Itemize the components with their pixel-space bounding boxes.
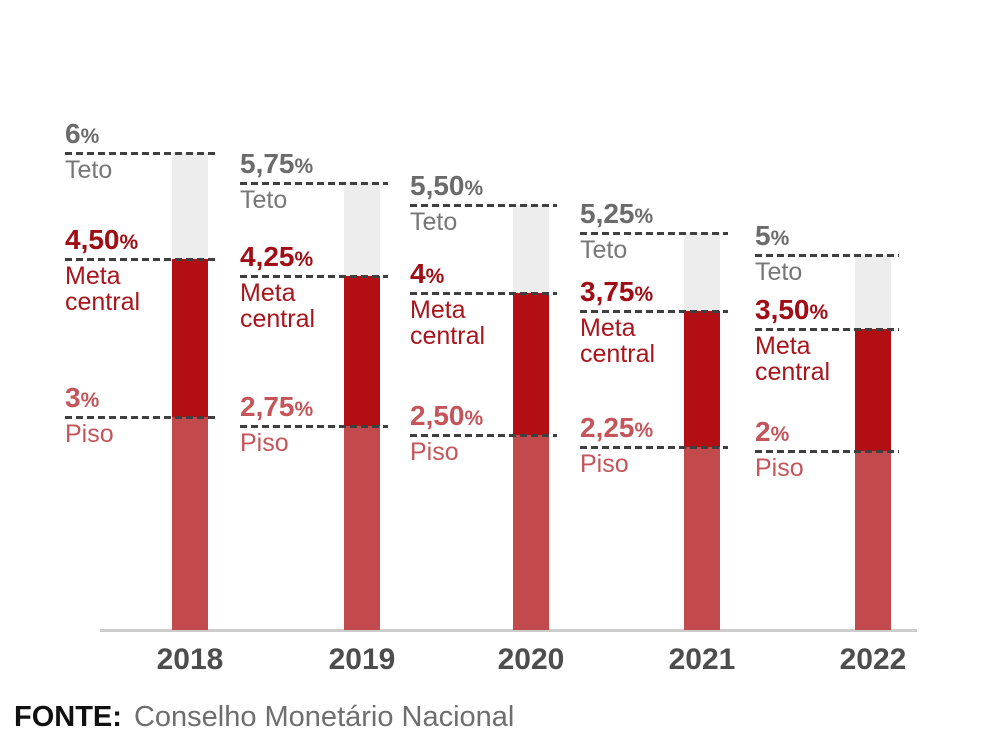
x-axis-line: [100, 629, 917, 632]
meta-dash-line: [755, 328, 899, 331]
percent-sign: %: [464, 407, 484, 430]
piso-name-label: Piso: [240, 429, 289, 457]
teto-name-label: Teto: [410, 208, 458, 236]
piso-dash-line: [580, 446, 728, 449]
piso-dash-line: [755, 450, 899, 453]
piso-name-label: Piso: [580, 450, 629, 478]
percent-sign: %: [425, 265, 445, 288]
teto-value-label: 5,75%: [240, 148, 314, 179]
percent-sign: %: [294, 155, 314, 178]
bar-meta-segment: [513, 293, 549, 435]
percent-sign: %: [119, 231, 139, 254]
bar-meta-segment: [172, 259, 208, 417]
meta-value-label: 3,75%: [580, 276, 654, 307]
piso-name-label: Piso: [410, 438, 459, 466]
teto-name-label: Teto: [755, 258, 803, 286]
meta-dash-line: [240, 275, 388, 278]
teto-dash-line: [65, 152, 216, 155]
teto-value-label: 6%: [65, 118, 100, 149]
percent-sign: %: [294, 248, 314, 271]
teto-name-label: Teto: [240, 186, 288, 214]
bar-piso-segment: [172, 417, 208, 630]
meta-name-label: Meta central: [755, 332, 831, 386]
meta-name-label: Meta central: [410, 296, 486, 350]
year-label: 2019: [328, 643, 396, 676]
year-label: 2021: [668, 643, 736, 676]
meta-value-label: 4,25%: [240, 241, 314, 272]
teto-value-label: 5,25%: [580, 198, 654, 229]
percent-sign: %: [634, 283, 654, 306]
percent-sign: %: [294, 398, 314, 421]
bar-teto-segment: [513, 205, 549, 293]
piso-value-label: 2%: [755, 416, 790, 447]
teto-dash-line: [580, 232, 728, 235]
piso-value-label: 2,50%: [410, 400, 484, 431]
piso-name-label: Piso: [755, 454, 804, 482]
percent-sign: %: [809, 301, 829, 324]
meta-name-label: Meta central: [580, 314, 656, 368]
bar-teto-segment: [344, 183, 380, 276]
year-label: 2020: [497, 643, 565, 676]
bar-teto-segment: [172, 153, 208, 259]
bar-piso-segment: [684, 447, 720, 630]
year-label: 2022: [839, 643, 907, 676]
percent-sign: %: [770, 227, 790, 250]
bar-teto-segment: [855, 255, 891, 329]
bar-piso-segment: [855, 451, 891, 630]
teto-value-label: 5,50%: [410, 170, 484, 201]
teto-dash-line: [410, 204, 557, 207]
meta-value-label: 3,50%: [755, 294, 829, 325]
teto-dash-line: [755, 254, 899, 257]
teto-dash-line: [240, 182, 388, 185]
source-label: FONTE:: [14, 701, 122, 731]
meta-name-label: Meta central: [240, 279, 316, 333]
percent-sign: %: [80, 125, 100, 148]
piso-name-label: Piso: [65, 420, 114, 448]
piso-dash-line: [410, 434, 557, 437]
bar-meta-segment: [344, 276, 380, 426]
meta-name-label: Meta central: [65, 262, 141, 316]
source-note: FONTE: Conselho Monetário Nacional: [14, 700, 514, 731]
source-text: Conselho Monetário Nacional: [133, 701, 515, 731]
meta-value-label: 4%: [410, 258, 445, 289]
piso-value-label: 2,25%: [580, 412, 654, 443]
percent-sign: %: [770, 423, 790, 446]
percent-sign: %: [80, 389, 100, 412]
bar-teto-segment: [684, 233, 720, 311]
teto-name-label: Teto: [580, 236, 628, 264]
meta-dash-line: [580, 310, 728, 313]
percent-sign: %: [464, 177, 484, 200]
piso-value-label: 2,75%: [240, 391, 314, 422]
meta-dash-line: [65, 258, 216, 261]
teto-value-label: 5%: [755, 220, 790, 251]
percent-sign: %: [634, 419, 654, 442]
piso-dash-line: [65, 416, 216, 419]
piso-value-label: 3%: [65, 382, 100, 413]
year-label: 2018: [156, 643, 224, 676]
meta-value-label: 4,50%: [65, 224, 139, 255]
bar-piso-segment: [344, 426, 380, 630]
bar-meta-segment: [855, 329, 891, 451]
meta-dash-line: [410, 292, 557, 295]
bar-meta-segment: [684, 311, 720, 447]
teto-name-label: Teto: [65, 156, 113, 184]
percent-sign: %: [634, 205, 654, 228]
bar-piso-segment: [513, 435, 549, 630]
piso-dash-line: [240, 425, 388, 428]
